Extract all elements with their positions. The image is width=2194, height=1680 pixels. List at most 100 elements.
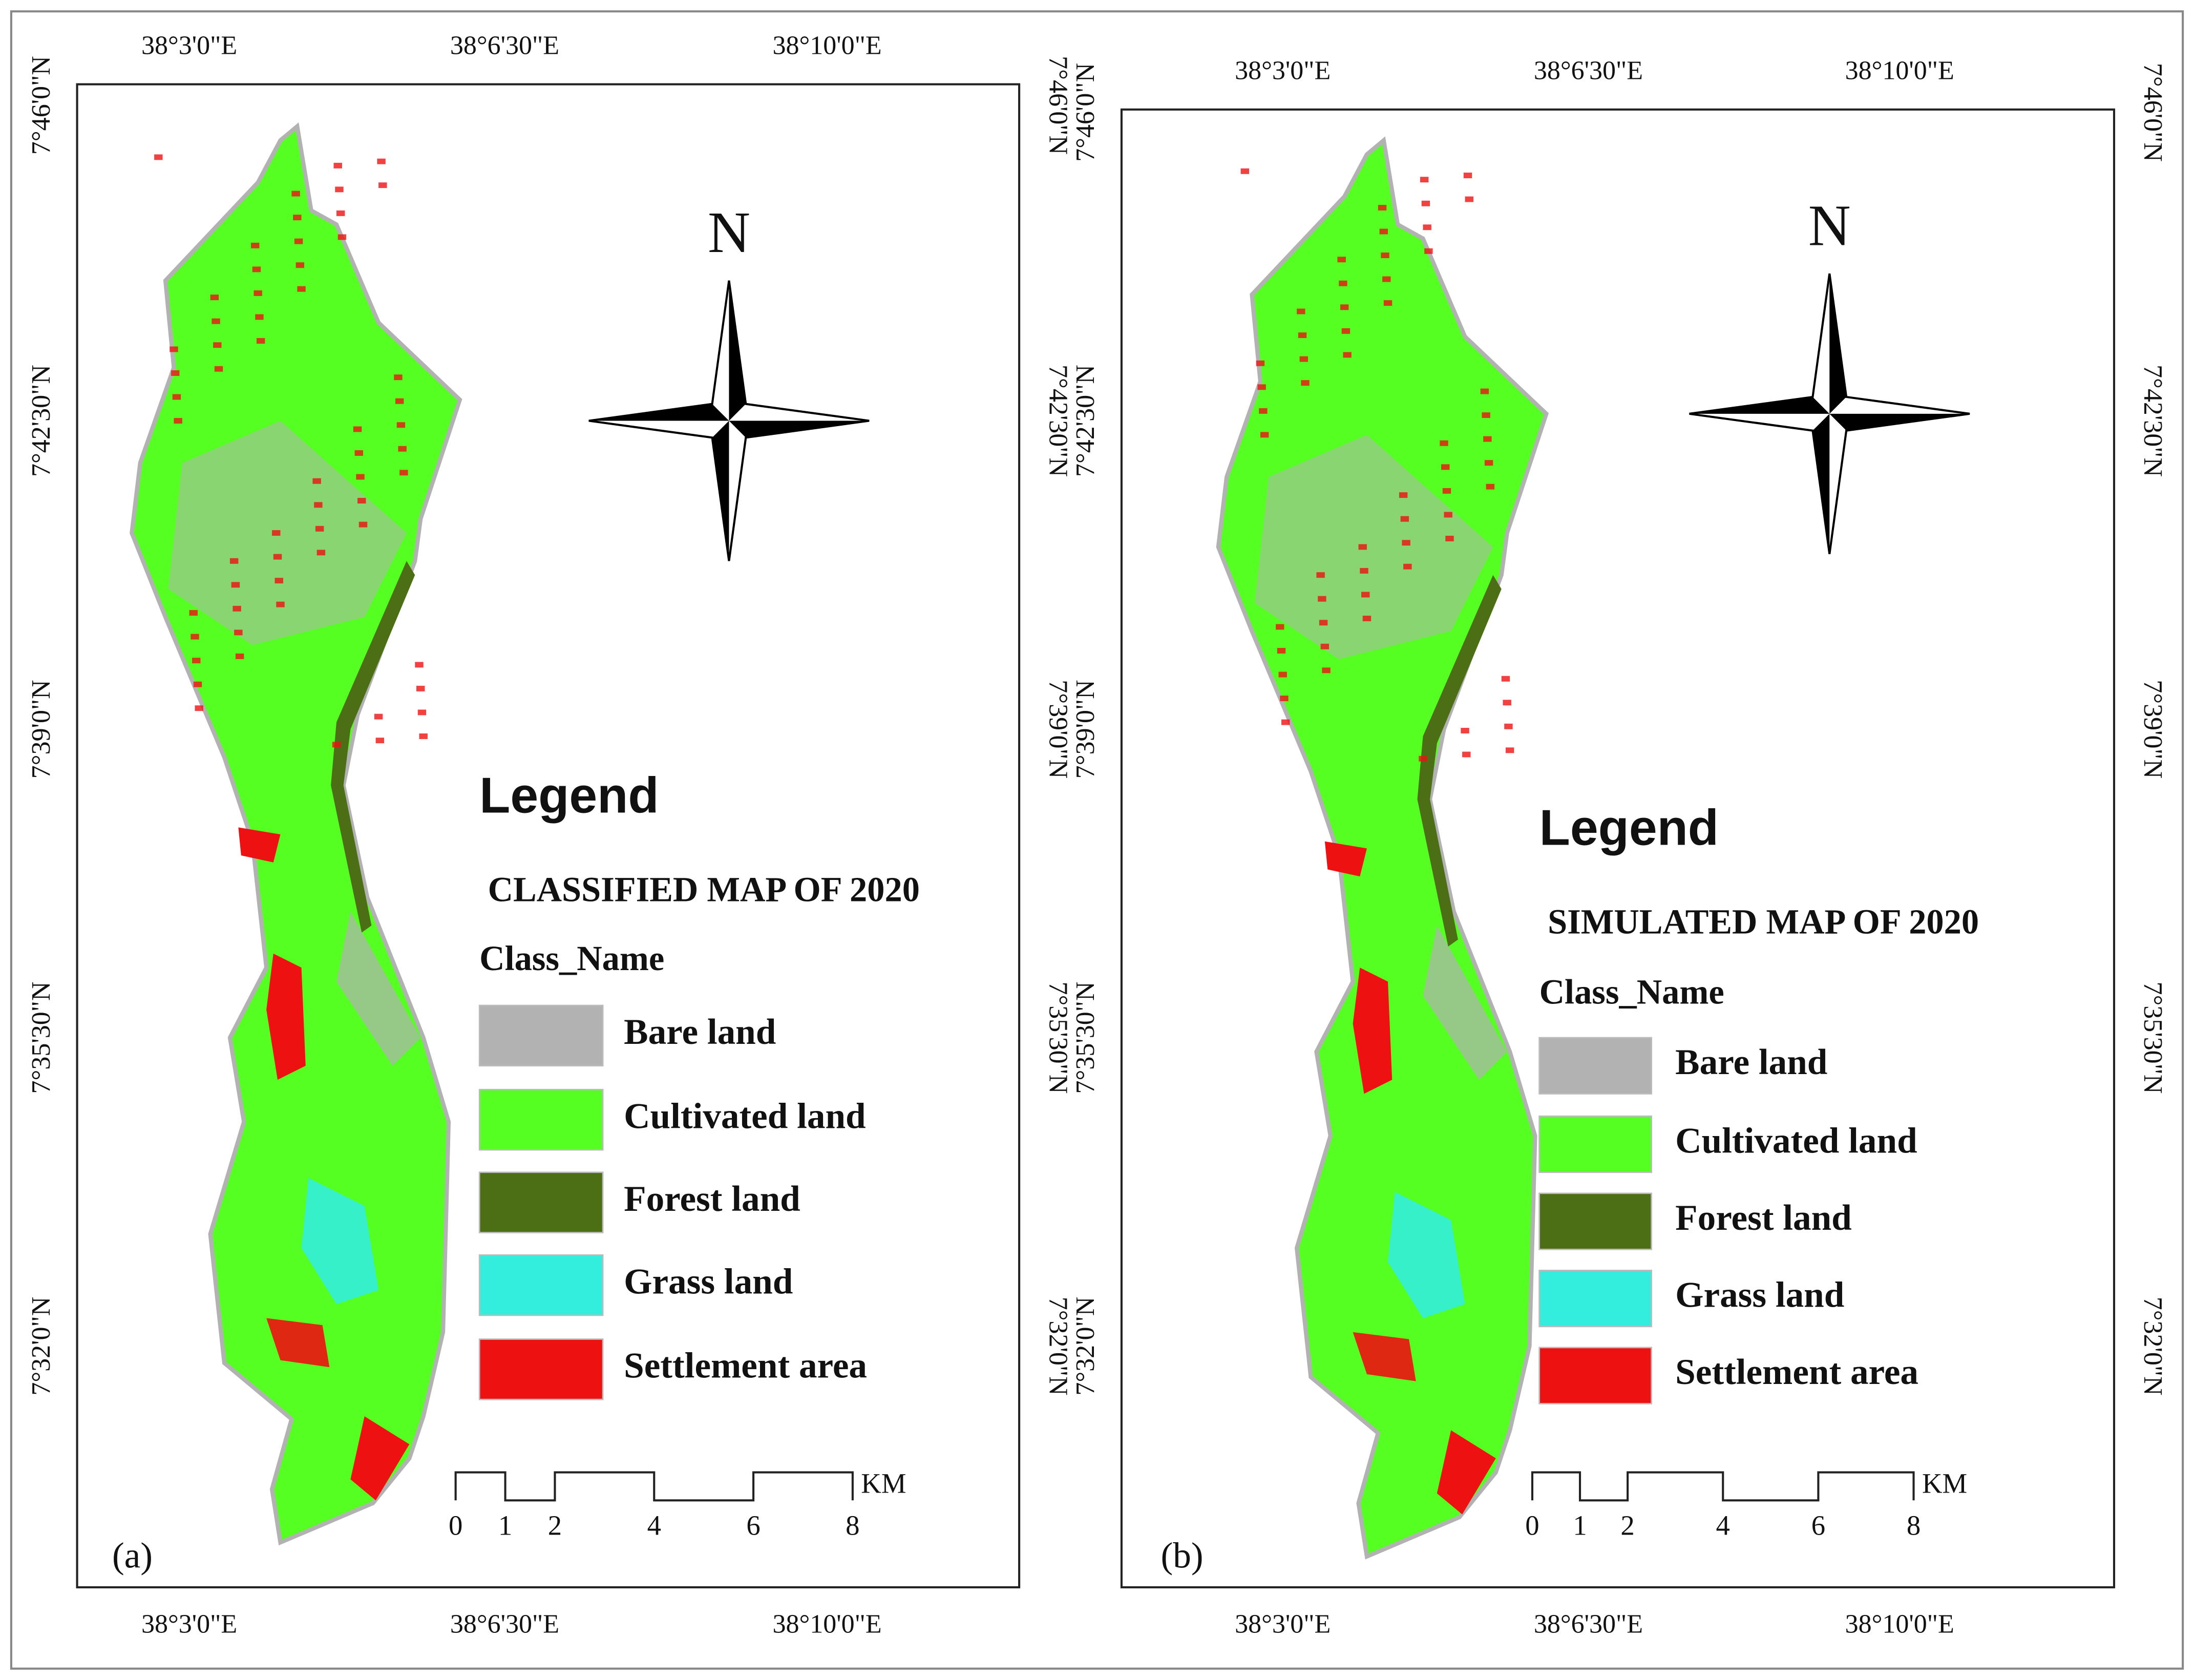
settlement-speck [399, 470, 408, 476]
settlement-speck [1320, 643, 1330, 649]
settlement-speck [1420, 177, 1429, 183]
settlement-speck [195, 705, 203, 711]
settlement-speck [1484, 460, 1493, 466]
settlement-speck [1423, 224, 1431, 230]
settlement-speck [1318, 596, 1326, 602]
settlement-speck [374, 713, 383, 720]
legend-swatch [1538, 1115, 1653, 1173]
scale-label: 2 [548, 1510, 562, 1541]
left-tick-label: 7°39'0"N [1071, 680, 1100, 779]
scale-label: 8 [846, 1510, 859, 1541]
legend-label: Settlement area [624, 1346, 867, 1386]
top-tick-label: 38°3'0"E [141, 31, 237, 60]
legend-swatch [1538, 1037, 1653, 1095]
settlement-speck [1445, 535, 1454, 541]
settlement-speck [335, 186, 344, 193]
bare-land-area [336, 911, 421, 1066]
settlement-speck [193, 681, 202, 687]
map-frame [76, 83, 1021, 1589]
forest-area [1417, 575, 1502, 947]
panel-label: (b) [1161, 1536, 1204, 1576]
settlement-speck [1441, 464, 1450, 470]
settlement-speck [154, 154, 163, 160]
settlement-speck [375, 738, 385, 744]
settlement-speck [1421, 200, 1430, 206]
settlement-speck [1382, 276, 1391, 282]
settlement-speck [398, 446, 407, 452]
settlement-speck [272, 530, 281, 536]
settlement-speck [1501, 676, 1510, 682]
settlement-speck [1341, 328, 1351, 334]
top-tick-label: 38°6'30"E [450, 31, 559, 60]
bottom-tick-label: 38°6'30"E [1534, 1610, 1643, 1639]
right-tick-label: 7°42'30"N [2138, 365, 2167, 477]
settlement-speck [1343, 352, 1352, 358]
right-tick-label: 7°35'30"N [1043, 981, 1072, 1094]
settlement-speck [231, 582, 240, 588]
scale-label: 4 [1716, 1510, 1730, 1541]
settlement-speck [1463, 173, 1472, 178]
scale-bar [454, 1471, 854, 1502]
settlement-speck [1379, 228, 1388, 235]
settlement-speck [378, 182, 387, 188]
settlement-speck [256, 338, 265, 344]
legend-label: Grass land [1675, 1275, 1844, 1315]
settlement-speck [1360, 568, 1368, 574]
settlement-speck [1483, 436, 1492, 442]
left-tick-label: 7°32'0"N [27, 1297, 56, 1396]
settlement-speck [1361, 592, 1370, 598]
right-tick-label: 7°46'0"N [1043, 56, 1072, 155]
settlement-speck [357, 498, 366, 504]
settlement-area [238, 827, 281, 863]
scale-label: 0 [1525, 1510, 1539, 1541]
top-tick-label: 38°6'30"E [1534, 56, 1643, 86]
scale-label: 2 [1620, 1510, 1634, 1541]
settlement-speck [1424, 248, 1433, 254]
bottom-tick-label: 38°10'0"E [772, 1610, 881, 1639]
settlement-speck [1402, 540, 1410, 546]
legend-label: Bare land [1675, 1042, 1827, 1082]
settlement-speck [1462, 751, 1471, 758]
legend-label: Cultivated land [1675, 1121, 1917, 1161]
left-tick-label: 7°32'0"N [1071, 1297, 1100, 1396]
settlement-speck [1505, 747, 1514, 753]
legend-label: Cultivated land [624, 1096, 866, 1136]
top-tick-label: 38°10'0"E [772, 31, 881, 60]
settlement-speck [1440, 440, 1448, 446]
map-panel: 38°3'0"E 38°6'30"E 38°10'0"E 38°3'0"E 38°6'3… [1071, 56, 2167, 1639]
settlement-speck [1399, 492, 1408, 498]
settlement-speck [170, 346, 178, 352]
settlement-speck [1400, 516, 1409, 522]
bare-land-area [168, 421, 407, 645]
legend-label: Grass land [624, 1262, 793, 1301]
north-label: N [1808, 193, 1851, 258]
settlement-area [1353, 1332, 1416, 1381]
legend-swatch [1538, 1192, 1653, 1250]
settlement-speck [174, 418, 182, 424]
left-tick-label: 7°35'30"N [1071, 981, 1100, 1094]
settlement-speck [254, 290, 262, 296]
grass-area [1388, 1192, 1465, 1318]
right-tick-label: 7°35'30"N [2138, 981, 2167, 1094]
right-tick-label: 7°42'30"N [1043, 365, 1072, 477]
settlement-speck [1504, 723, 1513, 729]
settlement-speck [1301, 380, 1310, 386]
scale-label: 1 [498, 1510, 512, 1541]
settlement-speck [1381, 253, 1389, 258]
settlement-speck [1480, 388, 1489, 394]
settlement-speck [396, 422, 406, 428]
scale-label: 8 [1907, 1510, 1921, 1541]
legend-swatch [478, 1254, 604, 1316]
north-label: N [708, 200, 750, 265]
bare-land-area [1423, 925, 1507, 1080]
top-tick-label: 38°10'0"E [1845, 56, 1954, 86]
settlement-speck [419, 733, 428, 739]
panel-label: (a) [112, 1536, 153, 1576]
settlement-speck [1486, 484, 1495, 490]
settlement-speck [337, 234, 347, 240]
settlement-speck [250, 242, 260, 248]
settlement-speck [229, 558, 239, 564]
settlement-speck [416, 685, 425, 691]
scale-unit: KM [861, 1467, 906, 1499]
